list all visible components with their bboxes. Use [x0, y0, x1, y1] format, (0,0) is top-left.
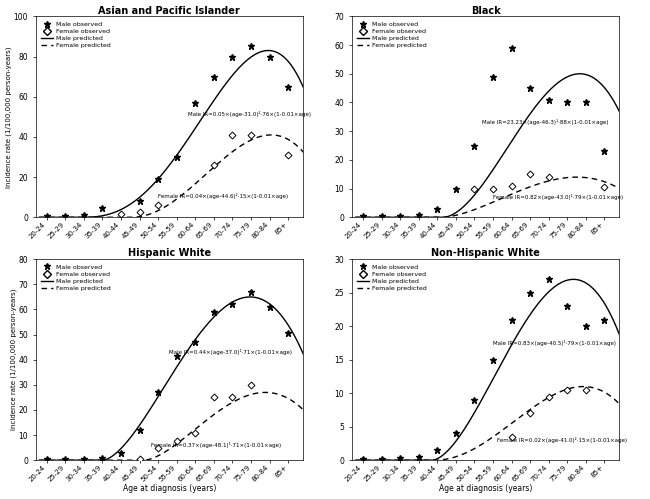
Y-axis label: Incidence rate (1/100,000 person-years): Incidence rate (1/100,000 person-years): [6, 46, 12, 188]
Title: Hispanic White: Hispanic White: [128, 249, 211, 258]
Legend: Male observed, Female observed, Male predicted, Female predicted: Male observed, Female observed, Male pre…: [355, 19, 428, 50]
Legend: Male observed, Female observed, Male predicted, Female predicted: Male observed, Female observed, Male pre…: [355, 262, 428, 293]
Text: Female IR=0.04×(age-44.6)²·15×(1-0.01×age): Female IR=0.04×(age-44.6)²·15×(1-0.01×ag…: [158, 193, 289, 199]
Legend: Male observed, Female observed, Male predicted, Female predicted: Male observed, Female observed, Male pre…: [39, 262, 112, 293]
Text: Female IR=0.82×(age-43.0)¹·79×(1-0.01×age): Female IR=0.82×(age-43.0)¹·79×(1-0.01×ag…: [493, 194, 623, 200]
Text: Male IR=0.83×(age-40.5)¹·79×(1-0.01×age): Male IR=0.83×(age-40.5)¹·79×(1-0.01×age): [493, 340, 616, 346]
Title: Non-Hispanic White: Non-Hispanic White: [431, 249, 540, 258]
Title: Black: Black: [471, 5, 500, 15]
Text: Male IR=0.05×(age-31.0)²·76×(1-0.01×age): Male IR=0.05×(age-31.0)²·76×(1-0.01×age): [188, 111, 311, 117]
Text: Female IR=0.37×(age-48.1)¹·71×(1-0.01×age): Female IR=0.37×(age-48.1)¹·71×(1-0.01×ag…: [151, 442, 281, 448]
Title: Asian and Pacific Islander: Asian and Pacific Islander: [98, 5, 240, 15]
X-axis label: Age at diagnosis (years): Age at diagnosis (years): [439, 485, 532, 494]
X-axis label: Age at diagnosis (years): Age at diagnosis (years): [123, 485, 216, 494]
Text: Male IR=0.44×(age-37.0)¹·71×(1-0.01×age): Male IR=0.44×(age-37.0)¹·71×(1-0.01×age): [169, 349, 292, 355]
Text: Female IR=0.02×(age-41.0)²·15×(1-0.01×age): Female IR=0.02×(age-41.0)²·15×(1-0.01×ag…: [497, 438, 627, 444]
Text: Male IR=23.23×(age-46.3)¹·88×(1-0.01×age): Male IR=23.23×(age-46.3)¹·88×(1-0.01×age…: [482, 119, 608, 125]
Y-axis label: Incidence rate (1/100,000 person-years): Incidence rate (1/100,000 person-years): [10, 289, 17, 431]
Legend: Male observed, Female observed, Male predicted, Female predicted: Male observed, Female observed, Male pre…: [39, 19, 112, 50]
